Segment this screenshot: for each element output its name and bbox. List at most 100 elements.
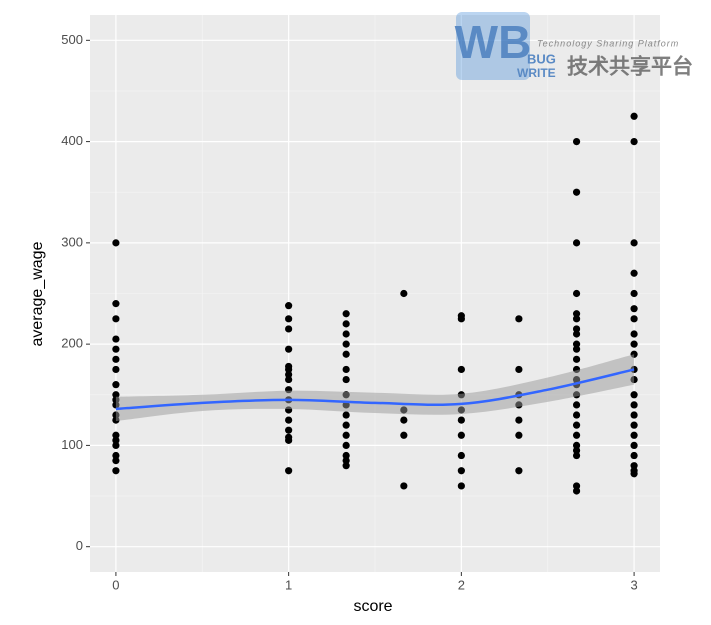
point	[572, 315, 581, 323]
point	[112, 451, 120, 460]
x-tick-label: 0	[112, 577, 119, 592]
point	[572, 310, 581, 318]
point	[630, 289, 638, 298]
point	[342, 350, 350, 358]
point	[457, 431, 465, 439]
x-tick-label: 2	[458, 577, 465, 592]
logo-box	[456, 12, 530, 80]
point	[285, 416, 293, 424]
point	[285, 370, 293, 379]
point	[342, 310, 350, 318]
smooth-line	[115, 368, 635, 411]
point	[572, 451, 581, 460]
point	[342, 365, 350, 374]
point	[457, 416, 465, 424]
x-tick-label: 1	[285, 577, 292, 592]
y-tick-label: 500	[61, 32, 83, 47]
point	[457, 365, 465, 374]
point	[630, 401, 638, 409]
point	[112, 355, 120, 363]
point	[400, 482, 408, 490]
point	[572, 487, 581, 495]
point	[400, 289, 408, 298]
point	[342, 462, 350, 470]
point	[515, 431, 523, 439]
point	[285, 426, 293, 434]
point	[112, 381, 120, 389]
point	[285, 315, 293, 323]
point	[630, 431, 638, 439]
point	[285, 345, 293, 353]
point	[630, 470, 638, 478]
point	[112, 441, 120, 450]
point	[572, 411, 581, 419]
point	[515, 416, 523, 424]
x-axis-title: score	[353, 598, 392, 615]
point	[515, 467, 523, 475]
point	[400, 416, 408, 424]
point	[630, 462, 638, 470]
point	[572, 137, 581, 146]
point	[457, 482, 465, 490]
y-tick-label: 0	[76, 538, 83, 553]
logo-bug: BUG	[527, 51, 556, 66]
point	[630, 239, 638, 247]
point	[572, 431, 581, 439]
point	[400, 431, 408, 439]
y-tick-label: 100	[61, 437, 83, 452]
y-tick-label: 200	[61, 336, 83, 351]
point	[457, 467, 465, 475]
point	[630, 305, 638, 313]
point	[112, 315, 120, 323]
point	[630, 269, 638, 277]
point	[342, 421, 350, 429]
point	[630, 451, 638, 460]
point	[112, 365, 120, 374]
point	[572, 441, 581, 450]
y-tick-label: 400	[61, 133, 83, 148]
point	[572, 355, 581, 363]
point	[630, 340, 638, 348]
point	[572, 340, 581, 348]
point	[285, 467, 293, 475]
point	[515, 365, 523, 374]
point	[630, 421, 638, 429]
point	[285, 365, 293, 374]
point	[572, 188, 581, 196]
confidence-band	[115, 354, 635, 422]
point	[572, 401, 581, 409]
point	[342, 340, 350, 348]
point	[285, 302, 293, 310]
point	[630, 330, 638, 338]
y-tick-label: 300	[61, 234, 83, 249]
point	[342, 320, 350, 328]
point	[572, 482, 581, 490]
point	[630, 441, 638, 450]
point	[572, 239, 581, 247]
point	[630, 112, 638, 120]
point	[342, 411, 350, 419]
point	[342, 375, 350, 384]
point	[342, 330, 350, 338]
point	[342, 457, 350, 465]
point	[285, 325, 293, 333]
point	[630, 137, 638, 146]
watermark: WB BUG WRITE Technology Sharing Platform…	[455, 12, 693, 80]
tagline: Technology Sharing Platform	[537, 38, 679, 48]
point	[112, 431, 120, 439]
tagline-cn: 技术共享平台	[567, 55, 693, 79]
point	[112, 300, 120, 308]
point	[112, 467, 120, 475]
logo-write: WRITE	[517, 66, 556, 80]
point	[112, 391, 120, 399]
point	[630, 411, 638, 419]
point	[630, 391, 638, 399]
point	[112, 345, 120, 353]
point	[630, 315, 638, 323]
logo: WB	[455, 16, 532, 68]
point	[112, 457, 120, 465]
point	[457, 451, 465, 460]
point	[342, 431, 350, 439]
point	[572, 446, 581, 455]
